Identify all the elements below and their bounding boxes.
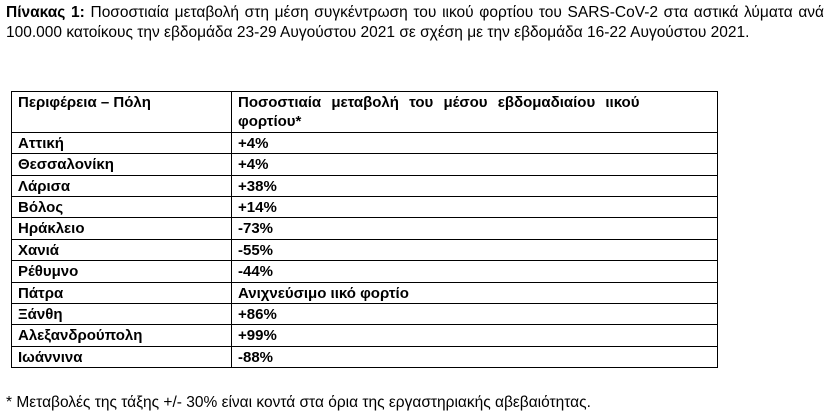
wastewater-change-table: Περιφέρεια – Πόλη Ποσοστιαία μεταβολή το… xyxy=(11,91,718,369)
caption-text: Ποσοστιαία μεταβολή στη μέση συγκέντρωση… xyxy=(6,4,824,41)
cell-change: -55% xyxy=(231,238,718,262)
cell-region: Πάτρα xyxy=(11,281,232,305)
table-row: Θεσσαλονίκη +4% xyxy=(11,153,718,176)
table-row: Χανιά -55% xyxy=(11,238,718,262)
table-row: Βόλος +14% xyxy=(11,196,718,219)
cell-change: Ανιχνεύσιμο ιικό φορτίο xyxy=(231,281,718,305)
cell-region: Ηράκλειο xyxy=(11,217,232,240)
cell-region: Χανιά xyxy=(11,238,232,262)
cell-change: -44% xyxy=(231,260,718,283)
table-row: Ιωάννινα -88% xyxy=(11,345,718,369)
table-caption: Πίνακας 1: Ποσοστιαία μεταβολή στη μέση … xyxy=(6,3,824,42)
table-row: Ρέθυμνο -44% xyxy=(11,260,718,283)
cell-region: Αττική xyxy=(11,131,232,155)
table-row: Λάρισα +38% xyxy=(11,174,718,198)
cell-change: +86% xyxy=(231,303,718,326)
cell-change: +38% xyxy=(231,174,718,198)
cell-region: Βόλος xyxy=(11,196,232,219)
table-row: Ηράκλειο -73% xyxy=(11,217,718,240)
cell-region: Θεσσαλονίκη xyxy=(11,153,232,176)
header-region: Περιφέρεια – Πόλη xyxy=(11,91,232,133)
cell-region: Ιωάννινα xyxy=(11,345,232,369)
table-row: Αττική +4% xyxy=(11,131,718,155)
footnote: * Μεταβολές της τάξης +/- 30% είναι κοντ… xyxy=(6,394,591,411)
header-change: Ποσοστιαία μεταβολή του μέσου εβδομαδιαί… xyxy=(231,91,718,133)
table-row: Αλεξανδρούπολη +99% xyxy=(11,324,718,347)
cell-region: Ρέθυμνο xyxy=(11,260,232,283)
cell-region: Λάρισα xyxy=(11,174,232,198)
caption-label: Πίνακας 1: xyxy=(6,4,85,21)
cell-change: -73% xyxy=(231,217,718,240)
cell-region: Ξάνθη xyxy=(11,303,232,326)
cell-change: +4% xyxy=(231,153,718,176)
cell-change: -88% xyxy=(231,345,718,369)
cell-change: +14% xyxy=(231,196,718,219)
cell-change: +4% xyxy=(231,131,718,155)
table-header-row: Περιφέρεια – Πόλη Ποσοστιαία μεταβολή το… xyxy=(11,91,718,133)
table-row: Πάτρα Ανιχνεύσιμο ιικό φορτίο xyxy=(11,281,718,305)
cell-region: Αλεξανδρούπολη xyxy=(11,324,232,347)
table-row: Ξάνθη +86% xyxy=(11,303,718,326)
cell-change: +99% xyxy=(231,324,718,347)
